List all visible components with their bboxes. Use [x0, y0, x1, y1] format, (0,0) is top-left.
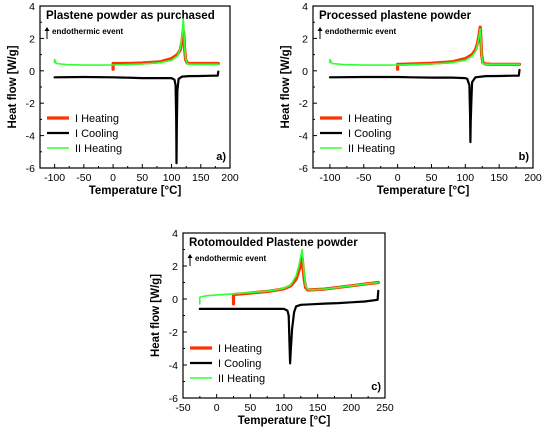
panel-label: a)	[216, 151, 226, 163]
legend-label: II Heating	[75, 143, 122, 155]
x-tick-label: 200	[343, 402, 361, 414]
x-tick-label: 150	[490, 172, 508, 184]
panel-title: Processed plastene powder	[319, 10, 472, 22]
series-line-3	[53, 18, 220, 66]
x-tick-label: 100	[275, 402, 293, 414]
arrow-head-icon	[44, 27, 50, 31]
panel-label: c)	[371, 381, 381, 393]
legend-label: I Heating	[348, 113, 392, 125]
y-axis-title: Heat flow [W/g]	[7, 45, 19, 128]
y-tick-label: 4	[172, 228, 178, 240]
y-tick-label: -4	[26, 131, 35, 143]
x-tick-label: -50	[356, 172, 371, 184]
y-tick-label: 2	[29, 33, 35, 45]
series-line-1	[231, 256, 380, 306]
series-line-1	[111, 28, 220, 71]
series-line-3	[329, 27, 521, 66]
legend-label: II Heating	[348, 143, 395, 155]
legend-label: II Heating	[218, 373, 265, 385]
arrow-head-icon	[187, 254, 193, 258]
x-tick-label: -50	[175, 402, 190, 414]
x-tick-label: 0	[395, 172, 401, 184]
y-tick-label: -4	[299, 131, 308, 143]
arrow-head-icon	[317, 27, 323, 31]
legend-label: I Cooling	[348, 128, 391, 140]
panel-title: Rotomoulded Plastene powder	[189, 237, 358, 249]
x-tick-label: -100	[319, 172, 340, 184]
legend-label: I Heating	[218, 343, 262, 355]
legend-label: I Heating	[75, 113, 119, 125]
series-line-2	[53, 70, 220, 165]
x-tick-label: 50	[136, 172, 148, 184]
x-tick-label: 250	[376, 402, 394, 414]
annotation-text: endothermic event	[325, 27, 396, 36]
x-tick-label: 100	[457, 172, 475, 184]
chart-panel-3: -50 0 50 100 150 200 250 -6 -4 -2 0 2 4 Temperature […	[150, 228, 394, 427]
y-axis-title: Heat flow [W/g]	[150, 274, 162, 357]
x-tick-label: 150	[192, 172, 210, 184]
y-tick-label: 2	[302, 33, 308, 45]
y-tick-label: 0	[172, 294, 178, 306]
x-axis-title: Temperature [°C]	[238, 415, 331, 427]
y-tick-label: 0	[302, 66, 308, 78]
annotation-text: endothermic event	[195, 254, 266, 263]
x-tick-label: 0	[214, 402, 220, 414]
legend-label: I Cooling	[218, 358, 261, 370]
y-tick-label: -6	[299, 163, 308, 175]
x-tick-label: 200	[221, 172, 239, 184]
x-tick-label: -50	[76, 172, 91, 184]
x-tick-label: 150	[309, 402, 327, 414]
y-tick-label: 0	[29, 66, 35, 78]
y-tick-label: 4	[29, 1, 35, 13]
y-tick-label: 2	[172, 261, 178, 273]
x-axis-title: Temperature [°C]	[377, 185, 470, 197]
legend-label: I Cooling	[75, 128, 118, 140]
annotation-text: endothermic event	[52, 27, 123, 36]
y-tick-label: -2	[26, 98, 35, 110]
x-tick-label: 0	[110, 172, 116, 184]
y-tick-label: -2	[169, 327, 178, 339]
series-line-2	[198, 289, 380, 365]
series-line-3	[199, 248, 380, 305]
x-tick-label: 100	[163, 172, 181, 184]
y-tick-label: -2	[299, 98, 308, 110]
chart-panel-2: -100 -50 0 50 100 150 200 -6 -4 -2 0 2 4 Temperature …	[280, 1, 542, 197]
y-tick-label: -4	[169, 360, 178, 372]
y-tick-label: -6	[169, 393, 178, 405]
x-tick-label: 50	[244, 402, 256, 414]
panel-title: Plastene powder as purchased	[46, 10, 215, 22]
x-tick-label: 50	[426, 172, 438, 184]
panel-label: b)	[519, 151, 530, 163]
y-tick-label: -6	[26, 163, 35, 175]
x-axis-title: Temperature [°C]	[89, 185, 182, 197]
chart-panel-1: -100 -50 0 50 100 150 200 -6 -4 -2 0 2 4 Temperature …	[7, 1, 239, 197]
y-tick-label: 4	[302, 1, 308, 13]
series-line-1	[396, 25, 522, 71]
x-tick-label: -100	[44, 172, 65, 184]
y-axis-title: Heat flow [W/g]	[280, 45, 292, 128]
x-tick-label: 200	[524, 172, 542, 184]
series-line-2	[328, 68, 521, 144]
